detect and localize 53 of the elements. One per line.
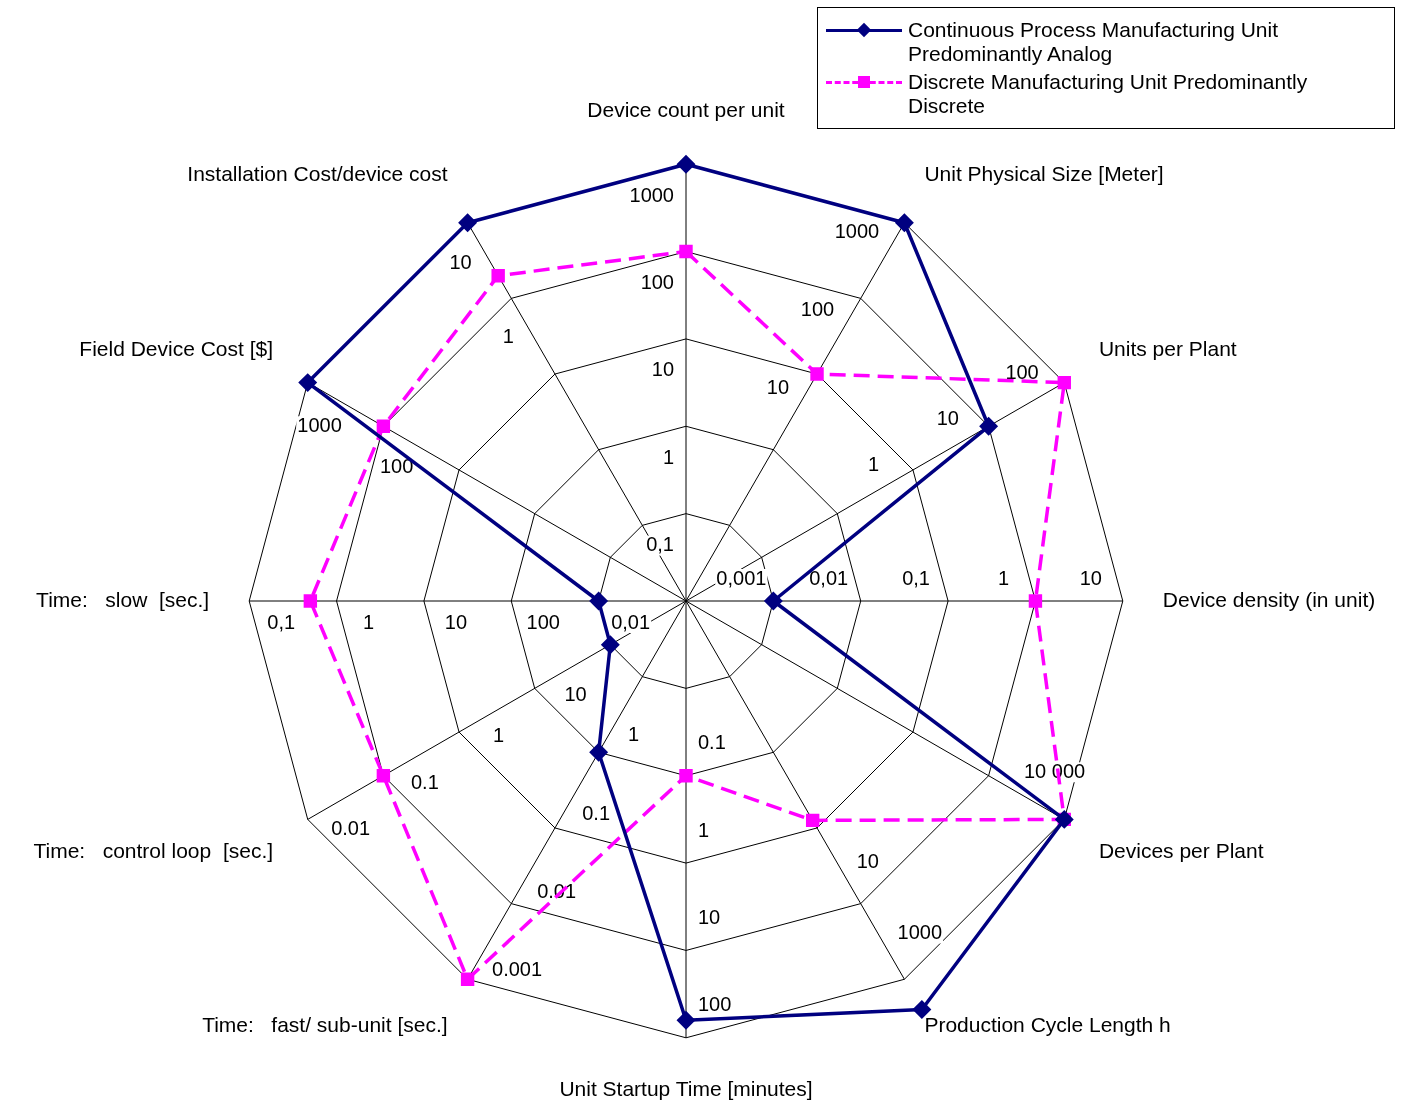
text: 10 xyxy=(444,610,468,633)
text: 10 xyxy=(564,682,587,705)
text: 0.1 xyxy=(582,802,611,825)
legend-label: Discrete Manufacturing Unit Predominantly Discrete xyxy=(908,70,1309,118)
text: 1 xyxy=(997,566,1009,589)
text: 10 xyxy=(651,358,674,381)
spoke-label: Time: control loop [sec.] xyxy=(33,838,274,862)
text: 100 xyxy=(640,271,674,294)
spoke-label: Time: slow [sec.] xyxy=(36,587,210,611)
spoke-label: Time: fast/ sub-unit [sec.] xyxy=(202,1013,448,1037)
text: 0,1 xyxy=(267,610,296,633)
text: 1 xyxy=(502,324,514,347)
text: 10 xyxy=(449,251,472,274)
text: 10 xyxy=(766,375,790,398)
spoke-label: Production Cycle Length h xyxy=(924,1013,1171,1037)
text: 0,01 xyxy=(611,610,651,633)
text: 1 xyxy=(492,723,505,746)
text: 10 xyxy=(1079,566,1102,589)
text: 100 xyxy=(1005,361,1039,383)
text: 10 xyxy=(936,407,959,430)
text: 0,1 xyxy=(902,566,930,589)
text: 0.001 xyxy=(492,958,543,981)
text: 0.1 xyxy=(698,731,726,754)
text: 1 xyxy=(662,445,674,468)
spoke-label: Field Device Cost [$] xyxy=(79,336,274,360)
text: 100 xyxy=(526,610,560,633)
text: 1000 xyxy=(897,920,943,943)
text: 100 xyxy=(698,993,732,1016)
text: 100 xyxy=(379,454,414,477)
text: 0.1 xyxy=(410,771,439,794)
text: 10 xyxy=(856,850,879,873)
spoke-label: Units per Plant xyxy=(1098,336,1237,360)
text: 10 000 xyxy=(1023,759,1086,782)
text: 10 xyxy=(698,905,721,928)
text: 0.01 xyxy=(331,817,371,840)
text: 1 xyxy=(363,610,375,633)
text: 0,01 xyxy=(809,566,849,589)
text: 100 xyxy=(800,297,835,320)
spoke-label: Device density (in unit) xyxy=(1162,587,1376,611)
text: 1 xyxy=(867,453,880,476)
spoke-label: Unit Startup Time [minutes] xyxy=(559,1077,813,1101)
spoke-label: Unit Physical Size [Meter] xyxy=(924,162,1164,186)
text: 0,001 xyxy=(716,566,767,589)
text: 1000 xyxy=(297,413,342,436)
spoke-label: Devices per Plant xyxy=(1098,838,1264,862)
spoke-label: Installation Cost/device cost xyxy=(187,162,448,186)
text: 0,1 xyxy=(646,533,674,556)
text: 1000 xyxy=(629,183,674,206)
legend-label: Continuous Process Manufacturing Unit Predominantly Analog xyxy=(908,18,1280,66)
text: 1000 xyxy=(834,219,880,242)
text: 1 xyxy=(627,723,640,746)
spoke-label: Device count per unit xyxy=(587,98,785,122)
text: 1 xyxy=(698,818,710,841)
